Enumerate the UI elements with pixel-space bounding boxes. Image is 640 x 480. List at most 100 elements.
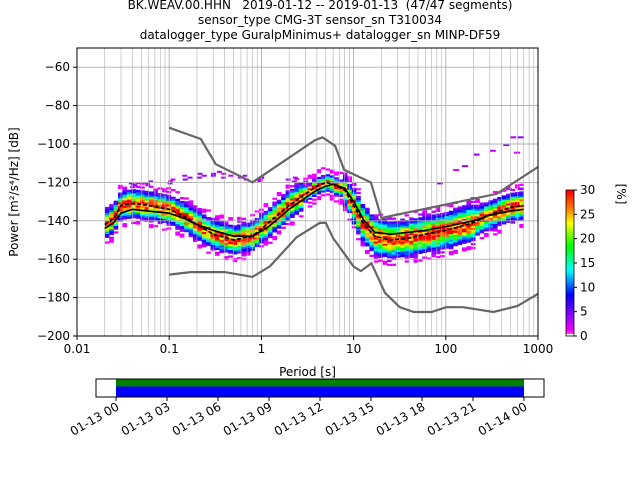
heatmap-cell <box>466 225 472 228</box>
heatmap-cell <box>294 195 300 198</box>
heatmap-cell <box>184 226 189 229</box>
heatmap-cell <box>475 221 480 225</box>
heatmap-cell <box>484 211 489 215</box>
heatmap-cell <box>453 232 458 235</box>
heatmap-cell <box>325 174 330 177</box>
heatmap-cell <box>466 203 472 207</box>
heatmap-cell <box>192 234 198 237</box>
heatmap-cell <box>519 204 525 208</box>
heatmap-cell <box>510 194 516 197</box>
heatmap-cell <box>422 246 427 250</box>
heatmap-cell <box>245 236 251 239</box>
heatmap-cell <box>245 228 251 231</box>
plot-frame <box>76 47 539 337</box>
heatmap-cell <box>334 179 339 182</box>
heatmap-cell <box>228 245 233 249</box>
heatmap-cell <box>206 240 211 243</box>
heatmap-cell <box>435 229 441 232</box>
heatmap-cell <box>338 194 344 198</box>
heatmap-cell <box>197 238 203 241</box>
colorbar-segment <box>566 214 574 218</box>
heatmap-cell <box>267 209 273 212</box>
colorbar-segment <box>566 216 574 220</box>
heatmap-cell <box>435 250 441 253</box>
heatmap-cell <box>400 233 405 237</box>
heatmap-cell <box>276 211 282 214</box>
heatmap-cell <box>109 238 114 241</box>
heatmap-cell <box>435 242 441 245</box>
heatmap-cell <box>126 203 132 206</box>
heatmap-cell <box>215 253 220 256</box>
heatmap-cell <box>201 218 207 221</box>
heatmap-cell <box>391 231 397 234</box>
heatmap-cell <box>448 231 454 235</box>
heatmap-cell <box>470 216 476 219</box>
heatmap-cell <box>117 194 123 197</box>
heatmap-cell <box>294 193 300 196</box>
heatmap-cell <box>426 213 432 216</box>
heatmap-cell <box>466 215 472 218</box>
heatmap-cell <box>153 188 158 191</box>
heatmap-cell <box>448 245 454 248</box>
heatmap-cell <box>356 192 361 195</box>
heatmap-cell <box>206 234 211 237</box>
heatmap-cell <box>484 227 489 230</box>
heatmap-cell <box>510 200 516 203</box>
heatmap-cell <box>162 201 167 204</box>
heatmap-cell <box>470 243 476 246</box>
heatmap-cell <box>184 228 189 231</box>
heatmap-cell <box>409 234 414 237</box>
y-tick-label: −60 <box>45 60 70 74</box>
heatmap-cell <box>475 208 480 211</box>
y-tick-label: −160 <box>37 252 70 266</box>
heatmap-cell <box>192 239 198 242</box>
heatmap-cell <box>113 202 119 205</box>
heatmap-cell <box>135 189 141 192</box>
heatmap-cell <box>448 210 454 213</box>
y-tick-label: −200 <box>37 329 70 343</box>
heatmap-cell <box>219 251 225 254</box>
heatmap-cell <box>488 221 494 224</box>
heatmap-cell <box>501 189 507 192</box>
heatmap-cell <box>104 229 110 233</box>
heatmap-cell <box>461 210 467 214</box>
heatmap-cell <box>329 179 335 182</box>
heatmap-cell <box>519 210 525 213</box>
heatmap-cell <box>409 227 414 230</box>
heatmap-cell <box>378 250 383 253</box>
heatmap-cell <box>466 226 472 230</box>
heatmap-cell <box>417 219 423 222</box>
heatmap-cell <box>492 215 498 219</box>
heatmap-cell <box>298 186 304 189</box>
heatmap-cell <box>519 214 525 217</box>
heatmap-cell <box>179 227 185 230</box>
heatmap-cell <box>479 221 485 224</box>
heatmap-cell <box>417 246 423 249</box>
heatmap-cell <box>135 191 141 194</box>
heatmap-cell <box>272 207 278 210</box>
heatmap-cell <box>378 223 383 226</box>
heatmap-cell <box>267 212 273 216</box>
heatmap-cell <box>294 189 300 192</box>
heatmap-cell <box>263 243 269 246</box>
heatmap-cell <box>369 241 375 244</box>
colorbar-segment <box>566 250 574 254</box>
heatmap-cell <box>510 217 516 220</box>
heatmap-cell <box>356 224 361 227</box>
heatmap-cell <box>104 233 110 236</box>
heatmap-cell <box>192 237 198 241</box>
heatmap-cell <box>117 186 123 189</box>
heatmap-cell <box>417 213 423 216</box>
heatmap-cell <box>439 251 445 254</box>
heatmap-cell <box>197 229 203 232</box>
heatmap-cell <box>497 200 502 204</box>
heatmap-cell <box>241 221 247 224</box>
x-tick-label: 1000 <box>523 342 554 356</box>
heatmap-cell <box>135 201 141 204</box>
heatmap-cell <box>400 228 405 231</box>
heatmap-cell <box>431 237 436 240</box>
heatmap-cell <box>219 243 225 246</box>
heatmap-cell <box>444 235 450 238</box>
heatmap-cell <box>342 186 348 189</box>
heatmap-cell <box>188 234 194 238</box>
